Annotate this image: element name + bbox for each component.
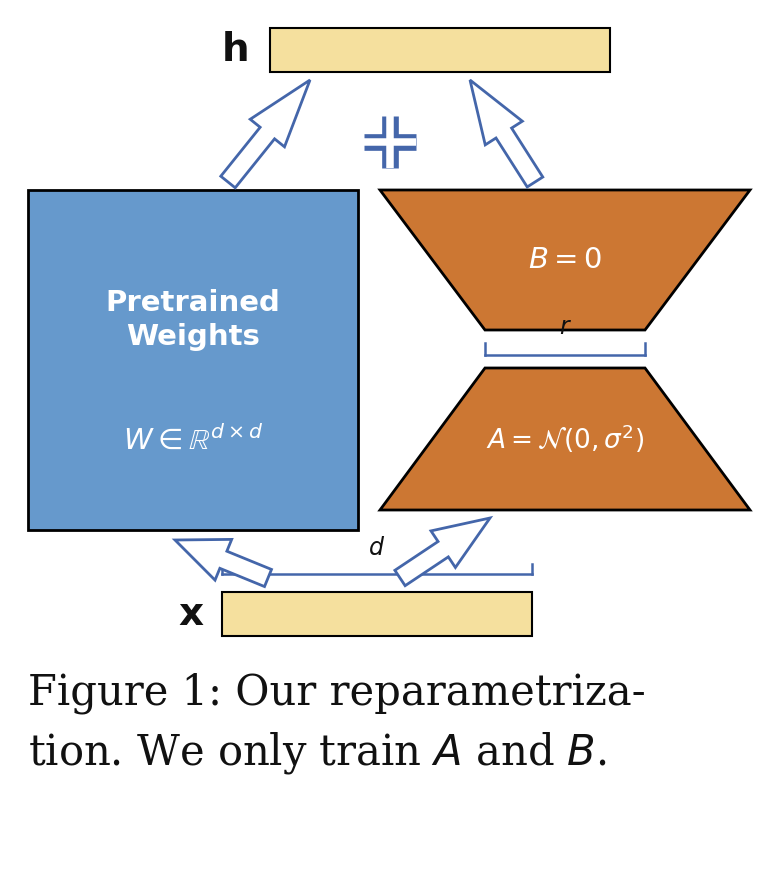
Text: $r$: $r$ (559, 315, 572, 339)
Polygon shape (395, 518, 490, 586)
Text: $d$: $d$ (369, 536, 385, 560)
Polygon shape (380, 368, 750, 510)
Bar (222, 592, 532, 636)
Text: Figure 1: Our reparametriza-
tion. We only train $A$ and $B$.: Figure 1: Our reparametriza- tion. We on… (28, 672, 646, 775)
Bar (270, 28, 610, 72)
Text: $B = 0$: $B = 0$ (528, 246, 602, 274)
Text: Pretrained
Weights: Pretrained Weights (106, 289, 280, 351)
Text: $\mathbf{h}$: $\mathbf{h}$ (221, 31, 248, 69)
Polygon shape (470, 80, 543, 187)
Text: $W \in \mathbb{R}^{d \times d}$: $W \in \mathbb{R}^{d \times d}$ (123, 425, 263, 455)
Polygon shape (380, 190, 750, 330)
Bar (28, 190, 358, 530)
Text: $\mathbf{x}$: $\mathbf{x}$ (178, 595, 204, 633)
Polygon shape (221, 80, 310, 187)
Text: $A = \mathcal{N}(0, \sigma^2)$: $A = \mathcal{N}(0, \sigma^2)$ (486, 423, 644, 455)
Polygon shape (175, 540, 271, 587)
